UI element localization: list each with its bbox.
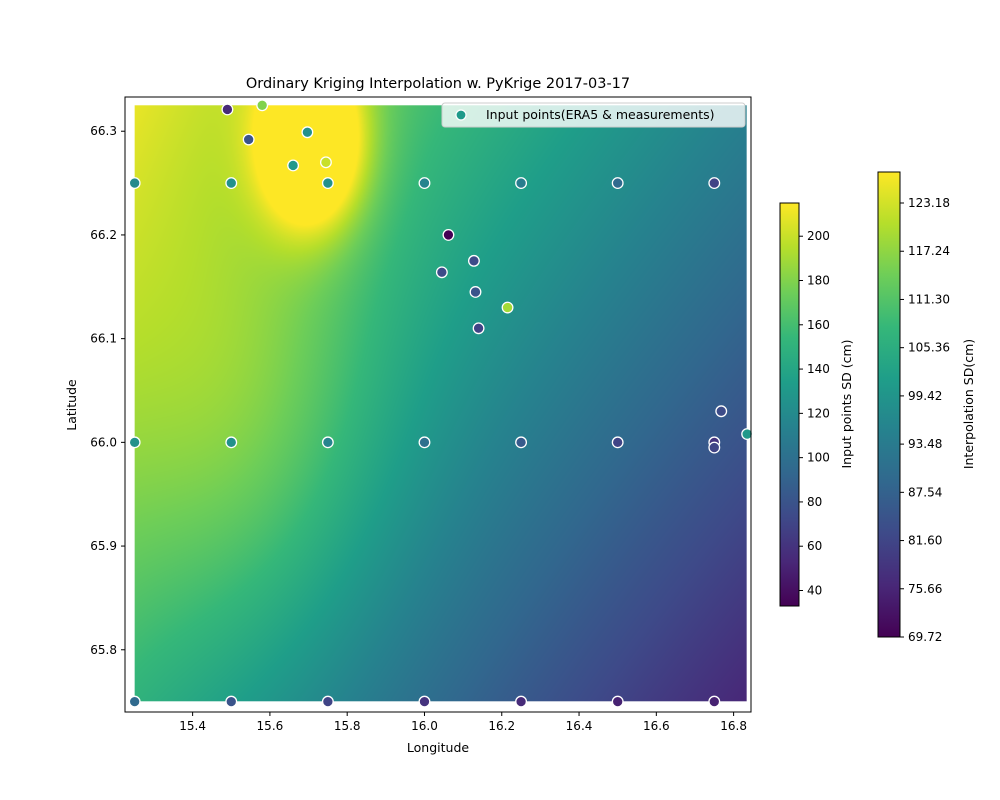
colorbar-tick-label: 120	[807, 406, 830, 420]
input-point	[515, 436, 528, 449]
input-point	[287, 159, 300, 172]
y-axis-ticks: 65.8 65.9 66.0 66.1 66.2 66.3	[90, 124, 125, 657]
colorbar-tick-label: 75.66	[908, 582, 942, 596]
input-point	[469, 286, 482, 298]
input-point	[225, 436, 238, 449]
x-tick-label: 16.8	[720, 719, 747, 733]
x-tick-label: 16.0	[411, 719, 438, 733]
input-point	[319, 156, 332, 169]
points-colorbar: 40 60 80 100 120 140 160 180 200 Input points SD…	[779, 202, 854, 607]
y-tick-label: 66.2	[90, 228, 117, 242]
colorbar-tick-label: 180	[807, 274, 830, 288]
input-point	[128, 177, 141, 190]
legend-marker	[455, 109, 467, 121]
interpolation-colorbar: 69.72 75.66 81.60 87.54 93.48 99.42 105.36 111.…	[877, 171, 976, 644]
input-point	[225, 177, 238, 190]
interpolation-heatmap	[134, 105, 747, 702]
y-tick-label: 66.0	[90, 435, 117, 449]
input-point	[418, 695, 431, 708]
input-point	[611, 436, 624, 449]
y-tick-label: 65.8	[90, 643, 117, 657]
interpolation-colorbar-label: Interpolation SD(cm)	[961, 339, 976, 469]
points-colorbar-label: Input points SD (cm)	[839, 339, 854, 468]
colorbar-tick-label: 69.72	[908, 630, 942, 644]
colorbar-tick-label: 111.30	[908, 292, 950, 306]
input-point	[321, 436, 334, 449]
points-colorbar-frame	[779, 202, 800, 607]
interpolation-colorbar-gradient	[878, 172, 900, 637]
colorbar-tick-label: 81.60	[908, 534, 942, 548]
colorbar-tick-label: 80	[807, 495, 822, 509]
points-colorbar-gradient	[780, 203, 799, 606]
colorbar-tick-label: 60	[807, 539, 822, 553]
input-point	[442, 228, 455, 241]
input-points-layer	[128, 99, 754, 708]
colorbar-tick-label: 40	[807, 584, 822, 598]
y-tick-label: 66.3	[90, 124, 117, 138]
x-tick-label: 16.6	[643, 719, 670, 733]
input-point	[321, 695, 334, 708]
y-tick-label: 65.9	[90, 539, 117, 553]
input-point	[501, 301, 514, 314]
colorbar-tick-label: 93.48	[908, 437, 942, 451]
input-point	[242, 133, 255, 146]
x-tick-label: 15.6	[257, 719, 284, 733]
input-point	[435, 266, 448, 279]
x-tick-label: 15.8	[334, 719, 361, 733]
y-tick-label: 66.1	[90, 332, 117, 346]
input-point	[741, 428, 754, 441]
chart-title: Ordinary Kriging Interpolation w. PyKrig…	[246, 76, 630, 92]
input-point	[515, 177, 528, 190]
colorbar-tick-label: 87.54	[908, 485, 942, 499]
colorbar-tick-label: 200	[807, 229, 830, 243]
x-tick-label: 16.4	[566, 719, 593, 733]
input-point	[128, 436, 141, 449]
input-point	[467, 254, 480, 267]
input-point	[225, 695, 238, 708]
input-point	[221, 103, 234, 116]
input-point	[321, 177, 334, 190]
interpolation-colorbar-frame	[877, 171, 901, 638]
colorbar-tick-label: 160	[807, 318, 830, 332]
input-point	[418, 177, 431, 190]
y-axis-label: Latitude	[64, 379, 79, 431]
legend: Input points(ERA5 & measurements)	[441, 102, 746, 128]
input-point	[128, 695, 141, 708]
input-point	[418, 436, 431, 449]
x-tick-label: 15.4	[179, 719, 206, 733]
colorbar-tick-label: 123.18	[908, 196, 950, 210]
x-axis-ticks: 15.4 15.6 15.8 16.0 16.2 16.4 16.6 16.8	[179, 712, 747, 733]
colorbar-tick-label: 105.36	[908, 341, 950, 355]
points-colorbar-ticks: 40 60 80 100 120 140 160 180 200	[799, 229, 830, 598]
input-point	[708, 441, 721, 454]
input-point	[515, 695, 528, 708]
legend-box	[441, 102, 746, 128]
input-point	[472, 322, 485, 335]
colorbar-tick-label: 100	[807, 451, 830, 465]
x-tick-label: 16.2	[488, 719, 515, 733]
colorbar-tick-label: 140	[807, 362, 830, 376]
colorbar-tick-label: 99.42	[908, 389, 942, 403]
main-plot-area: 15.4 15.6 15.8 16.0 16.2 16.4 16.6 16.8 65.865.…	[90, 96, 754, 733]
colorbar-tick-label: 117.24	[908, 244, 950, 258]
input-point	[256, 99, 269, 112]
input-point	[715, 405, 728, 418]
x-axis-label: Longitude	[407, 740, 469, 755]
input-point	[301, 126, 314, 139]
input-point	[611, 177, 624, 190]
input-point	[611, 695, 624, 708]
input-point	[708, 695, 721, 708]
legend-label: Input points(ERA5 & measurements)	[486, 107, 714, 122]
interpolation-colorbar-ticks: 69.72 75.66 81.60 87.54 93.48 99.42 105.36 111.…	[900, 196, 950, 644]
input-point	[708, 177, 721, 190]
axes-frame	[124, 96, 752, 713]
